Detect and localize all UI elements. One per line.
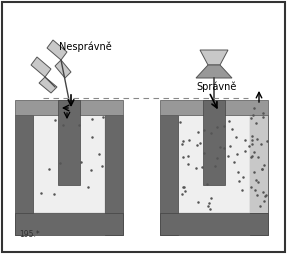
Bar — [15, 115, 33, 235]
Polygon shape — [39, 77, 57, 93]
Bar — [105, 115, 123, 235]
Text: 195.*: 195.* — [19, 230, 40, 239]
Text: Nesprávně: Nesprávně — [59, 42, 112, 53]
Bar — [58, 100, 80, 185]
Bar — [178, 115, 250, 213]
Bar — [15, 100, 123, 115]
Bar — [160, 100, 268, 115]
Polygon shape — [196, 65, 232, 78]
Text: Správně: Správně — [196, 82, 236, 92]
Bar — [203, 100, 225, 185]
Polygon shape — [200, 50, 228, 65]
Bar — [15, 213, 123, 235]
Polygon shape — [55, 60, 71, 78]
Bar — [160, 213, 268, 235]
Bar — [250, 115, 268, 235]
Polygon shape — [31, 57, 51, 77]
Bar — [33, 115, 105, 213]
Bar — [160, 115, 178, 235]
Bar — [250, 105, 268, 213]
Polygon shape — [47, 40, 67, 60]
